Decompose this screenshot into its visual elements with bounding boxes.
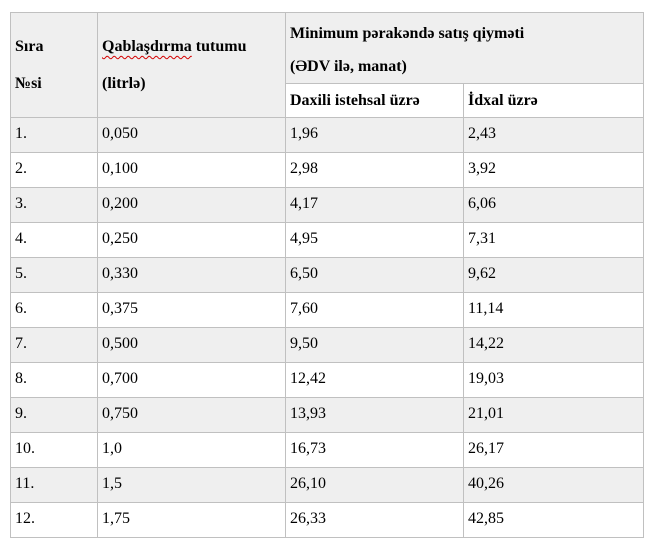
row-number-cell: 2. bbox=[10, 152, 98, 188]
header-row-sub: Daxili istehsal üzrə İdxal üzrə bbox=[11, 83, 644, 118]
misspelled-word: Qablaşdırma bbox=[102, 38, 192, 55]
import-price-cell: 11,14 bbox=[463, 292, 644, 328]
import-price-cell: 42,85 bbox=[463, 502, 644, 538]
header-capacity-line1: Qablaşdırma tutumu bbox=[102, 28, 283, 65]
table-row: 12. 1,75 26,33 42,85 bbox=[10, 502, 644, 538]
import-price-cell: 40,26 bbox=[463, 467, 644, 503]
capacity-cell: 0,500 bbox=[97, 327, 286, 363]
table-row: 1. 0,050 1,96 2,43 bbox=[10, 117, 644, 153]
capacity-cell: 0,375 bbox=[97, 292, 286, 328]
table-row: 5. 0,330 6,50 9,62 bbox=[10, 257, 644, 293]
domestic-price-cell: 7,60 bbox=[285, 292, 464, 328]
domestic-price-cell: 26,33 bbox=[285, 502, 464, 538]
import-price-cell: 7,31 bbox=[463, 222, 644, 258]
header-row-top: Sıra №si Qablaşdırma tutumu (litrlə) Min… bbox=[10, 12, 644, 118]
row-number-cell: 10. bbox=[10, 432, 98, 468]
capacity-cell: 1,5 bbox=[97, 467, 286, 503]
row-number-cell: 11. bbox=[10, 467, 98, 503]
table-row: 3. 0,200 4,17 6,06 bbox=[10, 187, 644, 223]
row-number-cell: 8. bbox=[10, 362, 98, 398]
domestic-price-cell: 6,50 bbox=[285, 257, 464, 293]
domestic-price-cell: 9,50 bbox=[285, 327, 464, 363]
row-number-cell: 6. bbox=[10, 292, 98, 328]
import-price-cell: 26,17 bbox=[463, 432, 644, 468]
domestic-price-cell: 2,98 bbox=[285, 152, 464, 188]
capacity-cell: 0,100 bbox=[97, 152, 286, 188]
minimum-retail-price-table: Sıra №si Qablaşdırma tutumu (litrlə) Min… bbox=[10, 12, 644, 538]
import-price-cell: 9,62 bbox=[463, 257, 644, 293]
import-price-cell: 2,43 bbox=[463, 117, 644, 153]
domestic-price-cell: 26,10 bbox=[285, 467, 464, 503]
header-price-group: Minimum pərakəndə satış qiyməti (ƏDV ilə… bbox=[285, 12, 644, 84]
row-number-cell: 9. bbox=[10, 397, 98, 433]
import-price-cell: 14,22 bbox=[463, 327, 644, 363]
table-row: 7. 0,500 9,50 14,22 bbox=[10, 327, 644, 363]
capacity-cell: 0,750 bbox=[97, 397, 286, 433]
import-price-cell: 6,06 bbox=[463, 187, 644, 223]
table-row: 2. 0,100 2,98 3,92 bbox=[10, 152, 644, 188]
capacity-cell: 0,200 bbox=[97, 187, 286, 223]
domestic-price-cell: 12,42 bbox=[285, 362, 464, 398]
row-number-cell: 12. bbox=[10, 502, 98, 538]
capacity-cell: 0,330 bbox=[97, 257, 286, 293]
header-price-group-line1: Minimum pərakəndə satış qiyməti bbox=[290, 25, 525, 42]
header-capacity: Qablaşdırma tutumu (litrlə) bbox=[97, 12, 286, 118]
table-row: 9. 0,750 13,93 21,01 bbox=[10, 397, 644, 433]
table-row: 10. 1,0 16,73 26,17 bbox=[10, 432, 644, 468]
header-row-number-line1: Sıra bbox=[15, 38, 44, 55]
row-number-cell: 1. bbox=[10, 117, 98, 153]
table-row: 4. 0,250 4,95 7,31 bbox=[10, 222, 644, 258]
capacity-cell: 1,75 bbox=[97, 502, 286, 538]
header-capacity-line2: (litrlə) bbox=[102, 75, 146, 92]
domestic-price-cell: 4,17 bbox=[285, 187, 464, 223]
row-number-cell: 7. bbox=[10, 327, 98, 363]
import-price-cell: 3,92 bbox=[463, 152, 644, 188]
capacity-cell: 0,050 bbox=[97, 117, 286, 153]
header-price-group-line2: (ƏDV ilə, manat) bbox=[290, 58, 407, 75]
table-row: 6. 0,375 7,60 11,14 bbox=[10, 292, 644, 328]
domestic-price-cell: 16,73 bbox=[285, 432, 464, 468]
import-price-cell: 21,01 bbox=[463, 397, 644, 433]
row-number-cell: 5. bbox=[10, 257, 98, 293]
subheader-import: İdxal üzrə bbox=[463, 83, 644, 118]
table-row: 8. 0,700 12,42 19,03 bbox=[10, 362, 644, 398]
domestic-price-cell: 13,93 bbox=[285, 397, 464, 433]
row-number-cell: 3. bbox=[10, 187, 98, 223]
header-row-number: Sıra №si bbox=[10, 12, 98, 118]
domestic-price-cell: 4,95 bbox=[285, 222, 464, 258]
header-row-number-line2: №si bbox=[15, 75, 42, 92]
capacity-cell: 1,0 bbox=[97, 432, 286, 468]
subheader-domestic: Daxili istehsal üzrə bbox=[285, 83, 464, 118]
header-capacity-word-rest: tutumu bbox=[191, 38, 247, 55]
capacity-cell: 0,700 bbox=[97, 362, 286, 398]
table-row: 11. 1,5 26,10 40,26 bbox=[10, 467, 644, 503]
row-number-cell: 4. bbox=[10, 222, 98, 258]
capacity-cell: 0,250 bbox=[97, 222, 286, 258]
domestic-price-cell: 1,96 bbox=[285, 117, 464, 153]
import-price-cell: 19,03 bbox=[463, 362, 644, 398]
